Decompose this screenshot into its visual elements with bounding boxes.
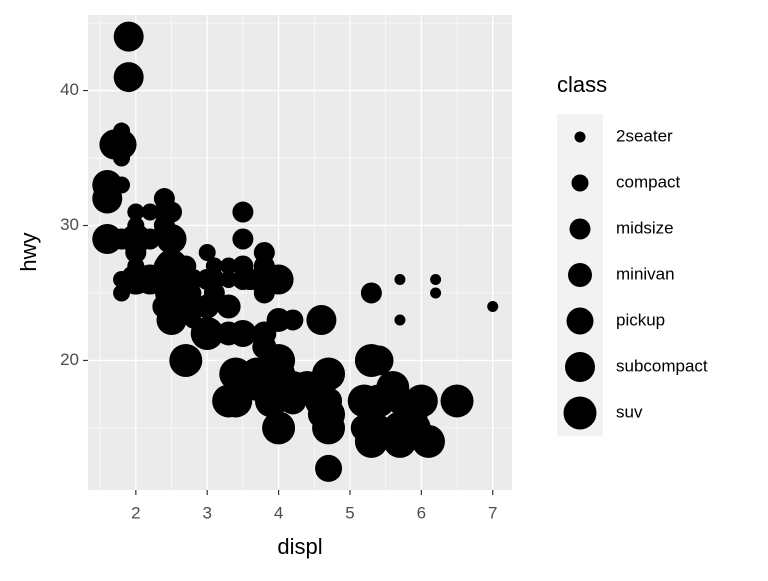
point <box>430 287 442 299</box>
point <box>147 262 181 296</box>
legend-label: midsize <box>616 218 674 237</box>
point <box>262 411 296 445</box>
point <box>195 294 220 319</box>
point <box>354 343 388 377</box>
point <box>182 268 204 290</box>
point <box>360 282 382 304</box>
point <box>394 273 406 285</box>
panel <box>88 15 512 490</box>
point <box>127 203 145 221</box>
legend-key <box>565 352 595 382</box>
point <box>254 384 288 418</box>
legend-key <box>571 174 589 192</box>
x-tick-label: 4 <box>274 503 283 522</box>
x-tick-label: 6 <box>417 503 426 522</box>
point <box>216 294 241 319</box>
point <box>312 397 346 431</box>
point <box>169 343 203 377</box>
x-tick-label: 3 <box>202 503 211 522</box>
legend-label: compact <box>616 172 681 191</box>
legend-key <box>566 307 594 335</box>
point <box>198 244 216 261</box>
point <box>354 411 388 445</box>
point <box>404 384 438 418</box>
legend-key <box>569 218 591 240</box>
legend-key <box>574 131 586 143</box>
legend-key <box>568 263 592 287</box>
legend-label: minivan <box>616 264 675 283</box>
point <box>92 183 123 214</box>
point <box>232 228 254 250</box>
point <box>219 357 253 391</box>
point <box>156 224 187 255</box>
point <box>106 129 137 160</box>
point <box>232 201 254 223</box>
legend-label: subcompact <box>616 356 708 375</box>
point <box>120 224 151 255</box>
point <box>394 314 406 326</box>
legend-label: suv <box>616 402 643 421</box>
y-tick-label: 30 <box>60 215 79 234</box>
point <box>113 21 144 52</box>
point <box>440 384 474 418</box>
legend-key <box>563 396 597 430</box>
point <box>229 319 257 347</box>
point <box>190 316 224 350</box>
legend-label: 2seater <box>616 126 673 145</box>
point <box>92 224 123 255</box>
point <box>156 304 187 335</box>
point <box>220 257 238 275</box>
point <box>253 242 275 263</box>
point <box>315 454 343 482</box>
point <box>220 270 238 288</box>
y-axis-label: hwy <box>16 232 41 271</box>
point <box>290 370 324 404</box>
point <box>266 307 291 332</box>
point <box>347 384 381 418</box>
point <box>306 304 337 335</box>
point <box>376 370 410 404</box>
point <box>430 273 442 285</box>
point <box>262 343 296 377</box>
point <box>263 264 294 295</box>
point <box>397 411 431 445</box>
x-tick-label: 5 <box>345 503 354 522</box>
legend-label: pickup <box>616 310 665 329</box>
x-tick-label: 7 <box>488 503 497 522</box>
y-tick-label: 20 <box>60 350 79 369</box>
point <box>113 62 144 93</box>
point <box>487 300 499 312</box>
x-tick-label: 2 <box>131 503 140 522</box>
point <box>141 203 159 221</box>
point <box>219 384 253 418</box>
legend-title: class <box>557 72 607 97</box>
x-axis-label: displ <box>277 534 322 559</box>
y-tick-label: 40 <box>60 80 79 99</box>
